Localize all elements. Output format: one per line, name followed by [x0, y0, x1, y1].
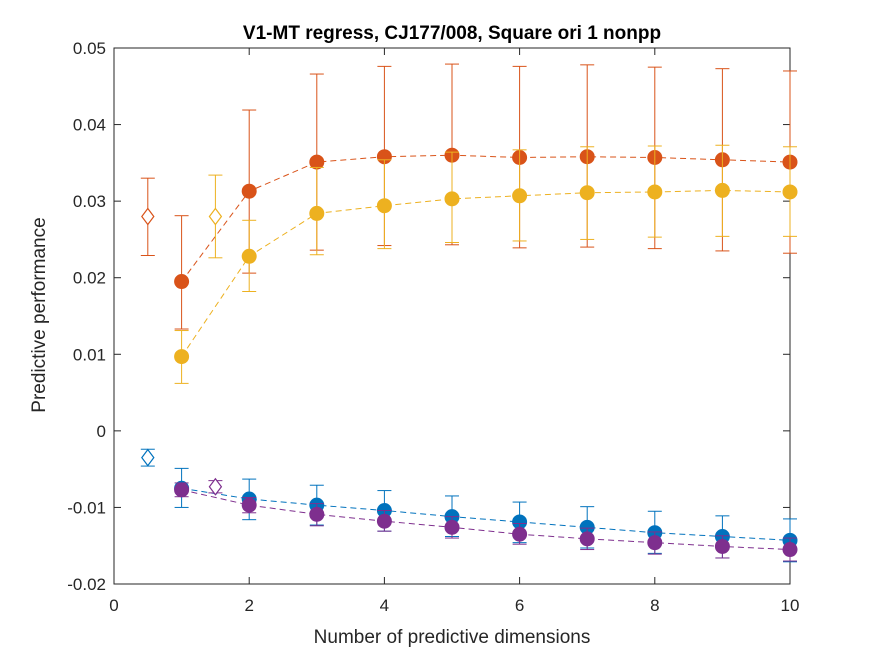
data-point-yellow — [714, 182, 730, 198]
series-yellow — [174, 144, 798, 384]
series-purple — [174, 477, 798, 562]
y-tick-label: 0.01 — [73, 345, 106, 364]
chart-title: V1-MT regress, CJ177/008, Square ori 1 n… — [243, 23, 661, 44]
data-point-purple — [714, 538, 730, 554]
data-point-yellow — [444, 191, 460, 207]
data-point-yellow — [647, 184, 663, 200]
y-tick-label: 0.04 — [73, 116, 106, 135]
data-point-purple — [444, 519, 460, 535]
reference-diamond-yellow — [208, 207, 223, 226]
axis-ticks: 0 2 4 6 8 10 -0.02 -0.01 0 0.01 0.02 0.03 0.04 0.05 — [67, 39, 799, 615]
data-point-purple — [647, 535, 663, 551]
x-axis-label: Number of predictive dimensions — [314, 627, 591, 648]
data-point-purple — [309, 506, 325, 522]
reference-diamond-orange — [141, 207, 155, 226]
data-point-yellow — [174, 349, 190, 365]
data-point-purple — [782, 542, 798, 558]
data-point-yellow — [309, 205, 325, 221]
y-tick-label: 0.02 — [73, 269, 106, 288]
data-point-yellow — [782, 184, 798, 200]
y-tick-label: 0.03 — [73, 192, 106, 211]
y-tick-label: -0.01 — [67, 498, 106, 517]
data-point-purple — [241, 497, 257, 513]
data-marks — [140, 63, 798, 563]
data-point-yellow — [579, 185, 595, 201]
series-line-blue — [181, 487, 791, 541]
data-point-yellow — [376, 198, 392, 214]
data-point-purple — [174, 482, 190, 498]
y-tick-label: -0.02 — [67, 575, 106, 594]
x-tick-label: 10 — [781, 596, 800, 615]
series-line-purple — [181, 489, 791, 551]
x-tick-label: 2 — [244, 596, 253, 615]
data-point-orange — [174, 274, 190, 290]
x-tick-label: 4 — [380, 596, 389, 615]
y-tick-label: 0.05 — [73, 39, 106, 58]
x-tick-label: 0 — [109, 596, 118, 615]
data-point-purple — [376, 513, 392, 529]
data-point-purple — [512, 526, 528, 542]
x-tick-label: 6 — [515, 596, 524, 615]
data-point-yellow — [512, 188, 528, 204]
data-point-orange — [241, 183, 257, 199]
reference-diamond-blue — [141, 448, 155, 467]
series-line-orange — [181, 154, 791, 282]
reference-diamond-purple — [208, 477, 223, 496]
data-point-purple — [579, 531, 595, 547]
data-point-yellow — [241, 248, 257, 264]
series-line-yellow — [181, 189, 791, 357]
x-tick-label: 8 — [650, 596, 659, 615]
y-axis-label: Predictive performance — [29, 217, 50, 412]
y-tick-label: 0 — [97, 422, 106, 441]
